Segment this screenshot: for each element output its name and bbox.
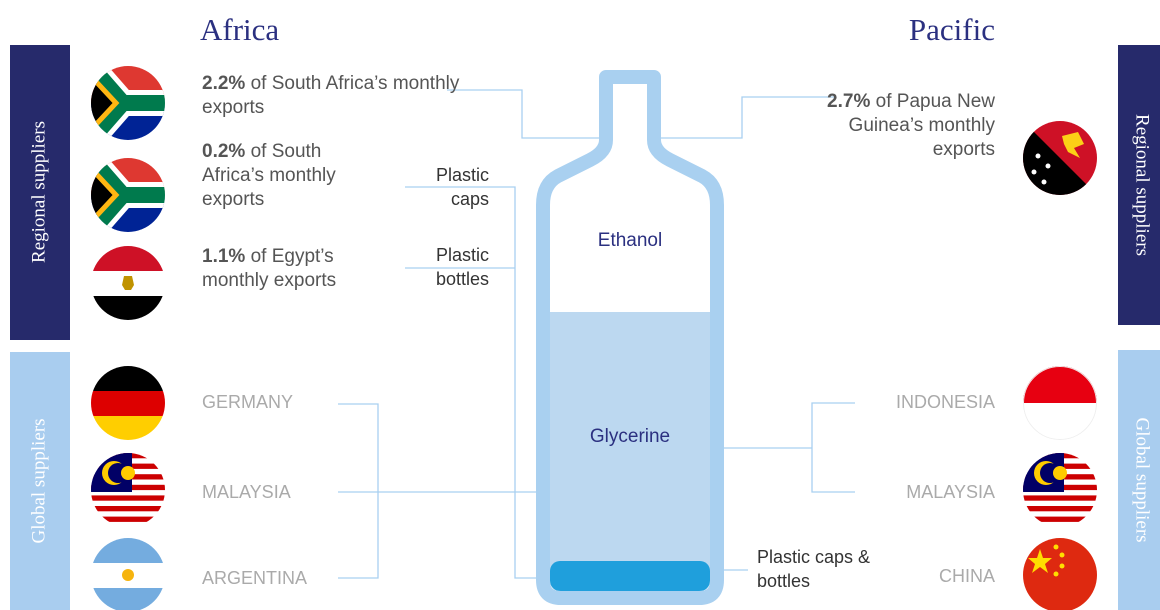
flag-malaysia (1020, 450, 1100, 533)
share-value: 2.2% (202, 73, 245, 94)
band-label: Global suppliers (28, 418, 49, 543)
country-label: GERMANY (202, 392, 293, 413)
connector (447, 90, 600, 138)
material-label: Plastic caps (409, 163, 489, 211)
share-value: 0.2% (202, 141, 245, 162)
region-title: Pacific (795, 12, 995, 48)
country-label: CHINA (845, 566, 995, 587)
flag-papua-new-guinea (1020, 118, 1100, 198)
flag-south-africa (88, 155, 168, 235)
supplier-share: 2.7% of Papua New Guinea’s monthly expor… (815, 90, 995, 162)
country-label: MALAYSIA (202, 482, 291, 503)
page: {"regions": {"left": "Africa", "right": … (0, 0, 1160, 610)
country-label: INDONESIA (845, 392, 995, 413)
supplier-share: 2.2% of South Africa’s monthly exports (202, 72, 462, 120)
liquid-label: Glycerine (550, 426, 710, 448)
flag-malaysia (88, 450, 168, 533)
country-label: MALAYSIA (845, 482, 995, 503)
bottle (543, 77, 717, 598)
flag-germany (88, 363, 168, 444)
share-text: of Papua New Guinea’s monthly exports (849, 91, 995, 160)
band-label: Regional suppliers (28, 121, 49, 263)
connector (812, 403, 855, 492)
supplier-share: 1.1% of Egypt’s monthly exports (202, 245, 372, 293)
connector (660, 97, 835, 138)
band-label: Global suppliers (1132, 417, 1153, 542)
country-label: ARGENTINA (202, 568, 307, 589)
flag-argentina (88, 535, 168, 610)
flag-south-africa (88, 63, 168, 143)
supplier-share: 0.2% of South Africa’s monthly exports (202, 140, 372, 212)
connector (338, 404, 378, 578)
flag-china (1020, 535, 1100, 610)
flag-egypt (88, 243, 168, 324)
share-value: 1.1% (202, 246, 245, 267)
band-label: Regional suppliers (1132, 114, 1153, 256)
region-title: Africa (200, 12, 279, 48)
plastic-fill (550, 561, 710, 591)
share-value: 2.7% (827, 91, 870, 112)
liquid-label: Ethanol (550, 230, 710, 252)
flag-indonesia (1020, 363, 1100, 443)
material-label: Plastic bottles (409, 243, 489, 291)
